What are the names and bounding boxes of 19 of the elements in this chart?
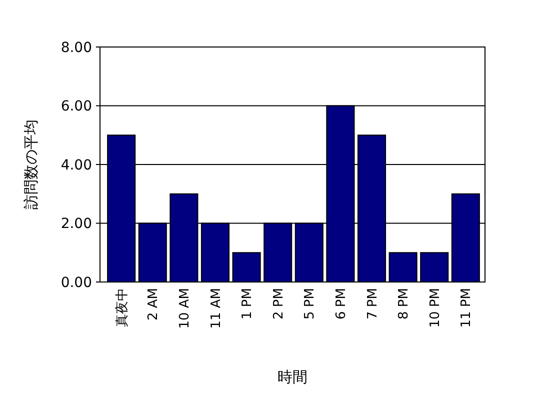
y-tick-label: 2.00 — [60, 216, 92, 232]
x-tick-label: 10 AM — [177, 288, 192, 329]
y-tick-label: 6.00 — [60, 98, 92, 115]
x-tick-label: 11 PM — [459, 288, 474, 328]
y-axis-title: 訪問数の平均 — [22, 120, 40, 210]
x-tick-label: 7 PM — [365, 288, 380, 320]
x-tick-label: 10 PM — [428, 288, 443, 328]
x-axis-title: 時間 — [278, 368, 308, 386]
x-tick-label: 6 PM — [334, 288, 350, 320]
x-tick-label: 11 AM — [208, 288, 224, 329]
x-tick-label: 真夜中 — [114, 288, 130, 327]
y-tick-label: 0.00 — [60, 274, 92, 291]
x-tick-label: 2 AM — [146, 288, 162, 321]
x-tick-label: 1 PM — [240, 288, 256, 320]
x-tick-label: 8 PM — [396, 288, 412, 320]
x-tick-label: 2 PM — [271, 288, 286, 320]
y-tick-label: 8.00 — [60, 40, 92, 56]
y-tick-label: 4.00 — [60, 157, 92, 174]
x-tick-label: 5 PM — [302, 288, 318, 320]
